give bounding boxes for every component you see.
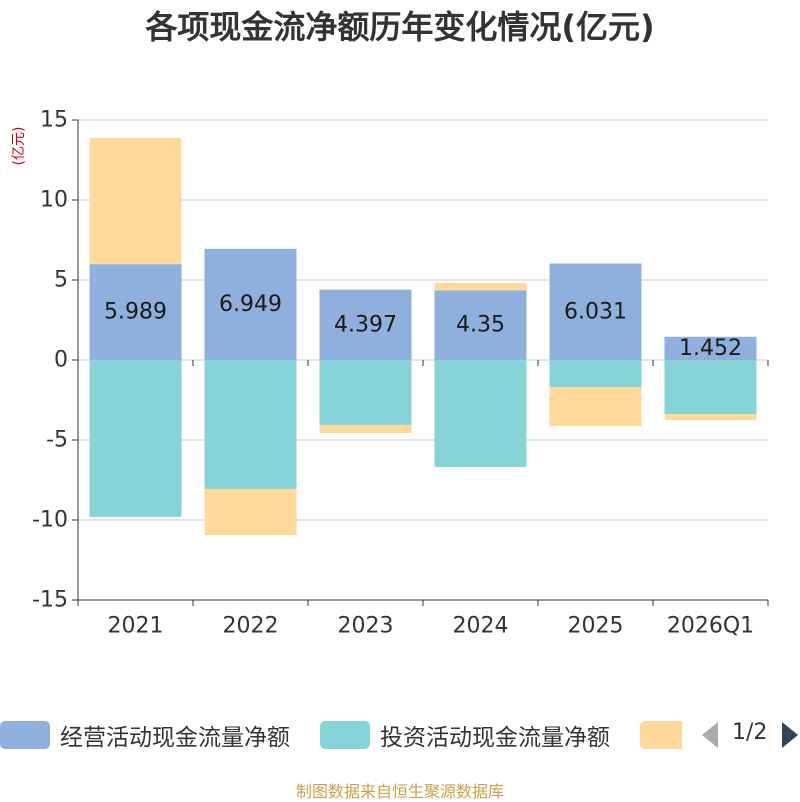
legend-swatch-clip: [640, 721, 682, 749]
x-category-label: 2025: [568, 614, 624, 639]
legend-swatch-third-series: [640, 721, 682, 749]
legend-page-indicator: 1/2: [732, 720, 768, 745]
y-tick-label: -15: [32, 588, 68, 613]
legend-item-investing[interactable]: 投资活动现金流量净额: [320, 718, 610, 752]
bar-series-2-2023[interactable]: [319, 424, 412, 433]
bar-data-label: 6.031: [564, 299, 627, 324]
bar-series-0-2024[interactable]: [434, 290, 527, 360]
x-category-label: 2022: [223, 614, 279, 639]
legend-prev-page-icon[interactable]: [702, 722, 718, 748]
legend-swatch-operating: [0, 721, 50, 749]
bar-series-0-2023[interactable]: [319, 289, 412, 360]
legend: 经营活动现金流量净额 投资活动现金流量净额 1/2: [0, 718, 800, 752]
bar-data-label: 1.452: [679, 336, 742, 361]
x-category-label: 2024: [453, 614, 509, 639]
bar-series-1-2026Q1[interactable]: [664, 360, 757, 415]
bar-series-1-2021[interactable]: [89, 360, 182, 517]
bar-series-2-2026Q1[interactable]: [664, 414, 757, 420]
bar-series-1-2024[interactable]: [434, 360, 527, 468]
legend-next-page-icon[interactable]: [782, 722, 798, 748]
bar-series-1-2025[interactable]: [549, 360, 642, 388]
x-category-label: 2021: [108, 614, 164, 639]
legend-label-investing: 投资活动现金流量净额: [380, 725, 610, 751]
bar-series-2-2022[interactable]: [204, 488, 297, 536]
bar-series-0-2022[interactable]: [204, 248, 297, 360]
y-tick-label: -10: [32, 508, 68, 533]
bar-series-0-2021[interactable]: [89, 264, 182, 360]
chart-plot: 15 10 5 0 -5 -10 -15 2021 2022 2023 2024 2025 2026Q1…: [32, 108, 769, 639]
chart-title: 各项现金流净额历年变化情况(亿元): [145, 8, 655, 46]
bar-data-label: 5.989: [104, 300, 167, 325]
legend-swatch-investing: [320, 721, 370, 749]
legend-item-third-series[interactable]: [640, 718, 682, 752]
bar-series-2-2024[interactable]: [434, 283, 527, 291]
bar-series-2-2021[interactable]: [89, 137, 182, 265]
bar-data-label: 4.397: [334, 312, 397, 337]
bar-data-label: 4.35: [456, 313, 505, 338]
y-tick-label: 0: [54, 348, 68, 373]
y-tick-label: 15: [40, 108, 68, 133]
bar-series-1-2023[interactable]: [319, 360, 412, 425]
legend-label-operating: 经营活动现金流量净额: [60, 725, 290, 751]
y-tick-label: 5: [54, 268, 68, 293]
y-tick-label: 10: [40, 188, 68, 213]
bar-series-2-2025[interactable]: [549, 387, 642, 427]
x-category-label: 2023: [338, 614, 394, 639]
bar-series-0-2025[interactable]: [549, 263, 642, 360]
y-tick-label: -5: [46, 428, 68, 453]
data-source-footer: 制图数据来自恒生聚源数据库: [295, 782, 504, 801]
bar-series-0-2026Q1[interactable]: [664, 336, 757, 360]
legend-item-operating[interactable]: 经营活动现金流量净额: [0, 718, 290, 752]
bar-series-1-2022[interactable]: [204, 360, 297, 489]
bar-data-label: 6.949: [219, 292, 282, 317]
x-category-label: 2026Q1: [667, 614, 754, 639]
